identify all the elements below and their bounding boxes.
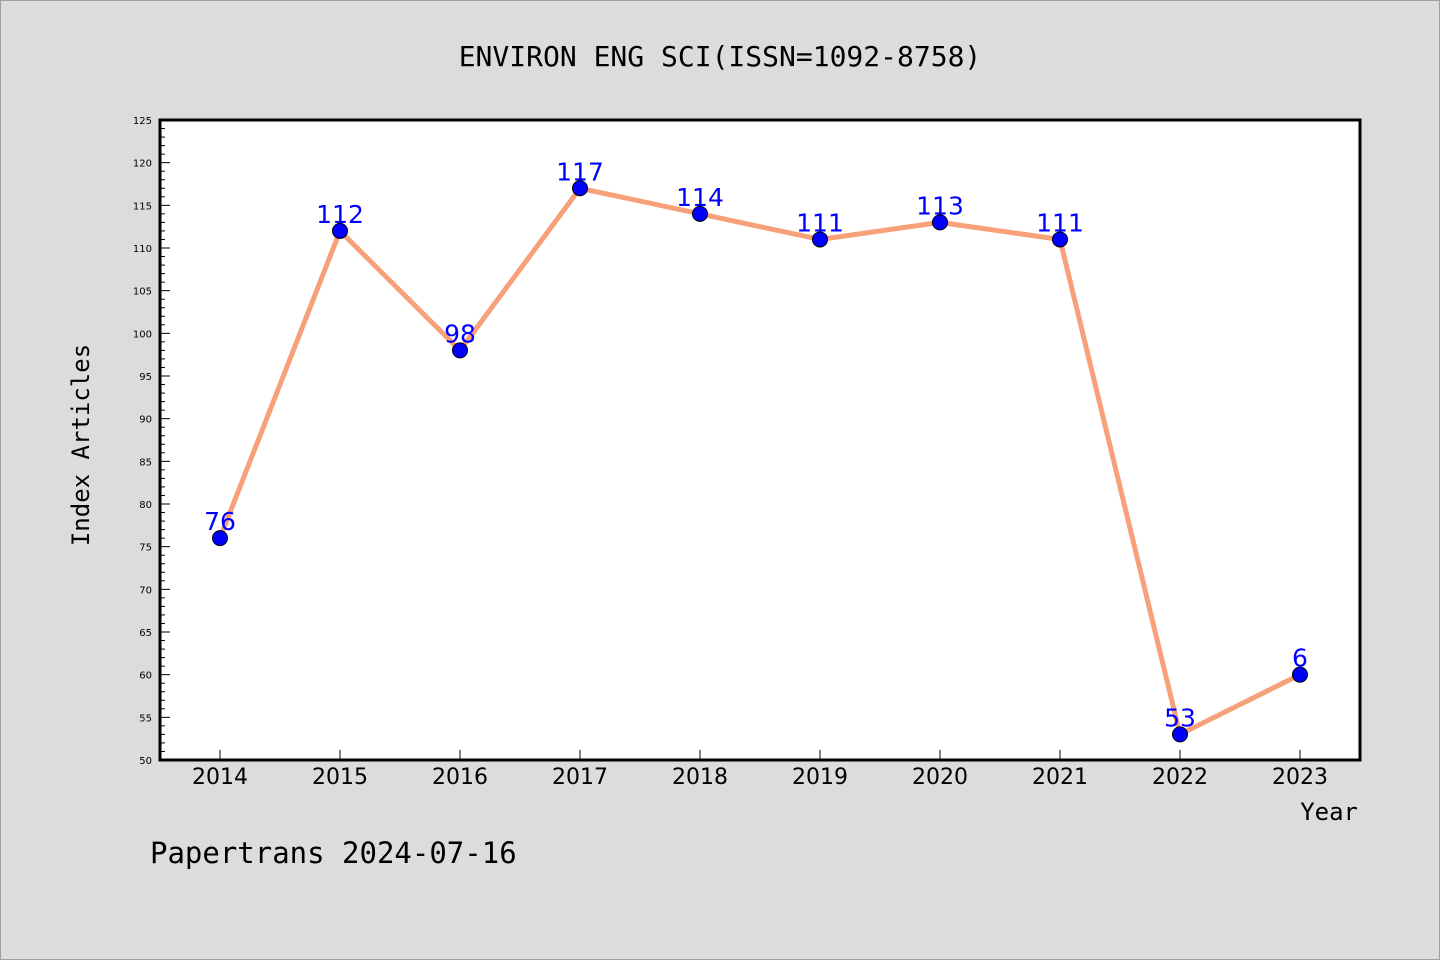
y-tick-label: 100 (133, 329, 152, 340)
x-tick-label: 2018 (672, 765, 728, 790)
data-label: 76 (204, 507, 236, 536)
y-tick-label: 95 (139, 372, 152, 383)
data-point (1172, 726, 1188, 743)
x-tick-label: 2022 (1152, 765, 1208, 790)
data-point (812, 231, 828, 248)
y-tick-label: 55 (139, 713, 152, 724)
data-point (1052, 231, 1068, 248)
x-tick-label: 2023 (1272, 765, 1328, 790)
data-point (572, 180, 588, 197)
y-axis-title: Index Articles (67, 344, 95, 546)
x-tick-label: 2019 (792, 765, 848, 790)
data-label: 98 (444, 319, 476, 348)
y-axis: 50 55 60 65 70 75 80 85 90 95 100 105 110 115 120 125 (133, 116, 170, 767)
data-point (932, 214, 948, 231)
x-tick-label: 2021 (1032, 765, 1088, 790)
footer-text: Papertrans 2024-07-16 (150, 836, 517, 870)
data-point (212, 530, 228, 547)
data-label: 114 (676, 183, 724, 212)
data-point (692, 205, 708, 222)
y-tick-label: 120 (133, 159, 152, 170)
y-tick-label: 110 (133, 244, 152, 255)
x-axis-title: Year (1300, 798, 1358, 826)
x-tick-label: 2014 (192, 765, 248, 790)
y-tick-label: 75 (139, 543, 152, 554)
y-tick-label: 105 (133, 287, 152, 298)
data-label: 113 (916, 191, 964, 220)
chart-title: ENVIRON ENG SCI(ISSN=1092-8758) (459, 40, 982, 73)
x-axis: 2014 2015 2016 2017 2018 2019 2020 2021 2022 2023 (192, 750, 1328, 790)
x-tick-label: 2017 (552, 765, 608, 790)
data-label: 6 (1292, 644, 1308, 673)
data-label: 111 (796, 208, 844, 237)
series-line (217, 185, 1302, 737)
y-tick-label: 70 (139, 585, 152, 596)
data-label: 111 (1036, 208, 1084, 237)
y-tick-label: 125 (133, 116, 152, 127)
data-label: 112 (316, 200, 364, 229)
x-tick-label: 2015 (312, 765, 368, 790)
y-tick-label: 80 (139, 500, 152, 511)
x-tick-label: 2020 (912, 765, 968, 790)
y-tick-label: 60 (139, 671, 152, 682)
series-group: 76 112 98 117 114 111 113 111 53 6 (204, 157, 1308, 743)
data-label: 53 (1164, 703, 1196, 732)
y-tick-label: 90 (139, 415, 152, 426)
y-tick-label: 85 (139, 457, 152, 468)
data-point (452, 342, 468, 359)
data-label: 117 (556, 157, 604, 186)
x-tick-label: 2016 (432, 765, 488, 790)
y-tick-label: 65 (139, 628, 152, 639)
y-tick-label: 50 (139, 756, 152, 767)
data-point (1292, 666, 1308, 683)
data-point (332, 222, 348, 239)
y-tick-label: 115 (133, 201, 152, 212)
